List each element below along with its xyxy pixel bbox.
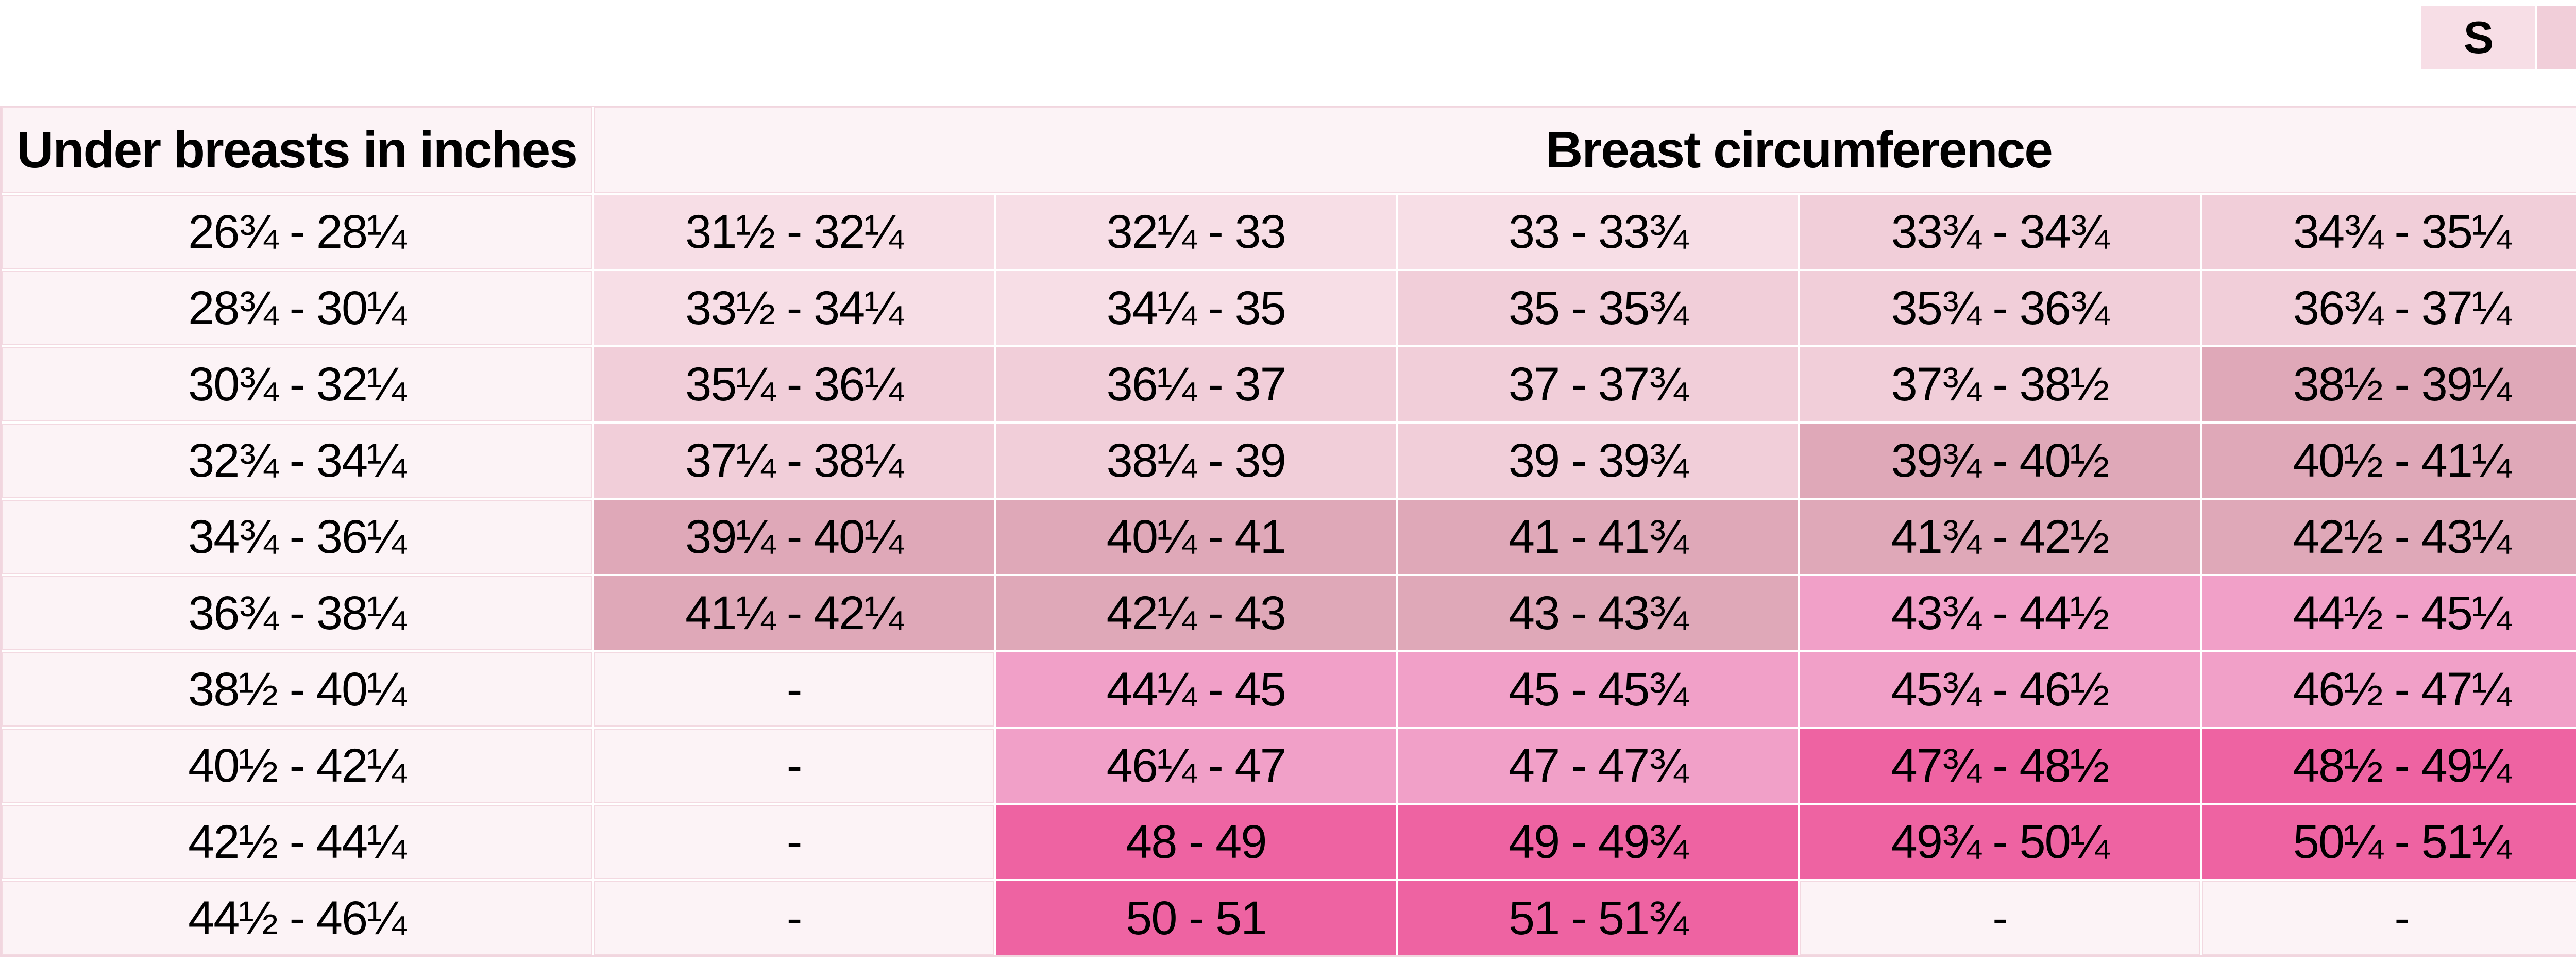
empty-cell: - bbox=[594, 881, 994, 955]
size-cell-m: 37 - 37¾ bbox=[1398, 347, 1798, 421]
size-chart-table: Under breasts in inches Breast circumfer… bbox=[0, 106, 2576, 957]
size-cell-m: 35¼ - 36¼ bbox=[594, 347, 994, 421]
size-cell-xxl: 50 - 51 bbox=[996, 881, 1396, 955]
size-cell-l: 41¾ - 42½ bbox=[1800, 500, 2200, 574]
size-cell-m: 33¾ - 34¾ bbox=[1800, 195, 2200, 269]
under-bust-cell: 34¾ - 36¼ bbox=[2, 500, 592, 574]
size-cell-xxl: 51 - 51¾ bbox=[1398, 881, 1798, 955]
size-cell-l: 41 - 41¾ bbox=[1398, 500, 1798, 574]
under-bust-cell: 28¾ - 30¼ bbox=[2, 271, 592, 345]
size-cell-l: 42½ - 43¼ bbox=[2201, 500, 2576, 574]
size-cell-s: 34¼ - 35 bbox=[996, 271, 1396, 345]
size-cell-m: 35¾ - 36¾ bbox=[1800, 271, 2200, 345]
size-cell-s: 31½ - 32¼ bbox=[594, 195, 994, 269]
size-cell-xl: 46½ - 47¼ bbox=[2201, 652, 2576, 727]
size-cell-xxl: 49¾ - 50¼ bbox=[1800, 805, 2200, 879]
size-cell-l: 40¼ - 41 bbox=[996, 500, 1396, 574]
size-cell-l: 39¾ - 40½ bbox=[1800, 424, 2200, 498]
under-bust-cell: 40½ - 42¼ bbox=[2, 729, 592, 803]
size-cell-m: 34¾ - 35¼ bbox=[2201, 195, 2576, 269]
size-cell-m: 37¼ - 38¼ bbox=[594, 424, 994, 498]
under-bust-cell: 38½ - 40¼ bbox=[2, 652, 592, 727]
size-cell-m: 38¼ - 39 bbox=[996, 424, 1396, 498]
under-bust-cell: 26¾ - 28¼ bbox=[2, 195, 592, 269]
legend-item-s: S bbox=[2421, 6, 2535, 69]
size-cell-xxl: 50¼ - 51¼ bbox=[2201, 805, 2576, 879]
size-cell-xl: 45¾ - 46½ bbox=[1800, 652, 2200, 727]
size-cell-m: 36¾ - 37¼ bbox=[2201, 271, 2576, 345]
legend-item-m: M bbox=[2537, 6, 2576, 69]
under-bust-cell: 32¾ - 34¼ bbox=[2, 424, 592, 498]
size-cell-xxl: 48 - 49 bbox=[996, 805, 1396, 879]
size-cell-m: 39 - 39¾ bbox=[1398, 424, 1798, 498]
size-cell-xl: 46¼ - 47 bbox=[996, 729, 1396, 803]
under-bust-cell: 42½ - 44¼ bbox=[2, 805, 592, 879]
size-cell-l: 42¼ - 43 bbox=[996, 576, 1396, 650]
under-bust-cell: 36¾ - 38¼ bbox=[2, 576, 592, 650]
breast-circumference-header: Breast circumference bbox=[594, 107, 2576, 193]
size-cell-xl: 43¾ - 44½ bbox=[1800, 576, 2200, 650]
empty-cell: - bbox=[2201, 881, 2576, 955]
size-cell-l: 38½ - 39¼ bbox=[2201, 347, 2576, 421]
under-breasts-header: Under breasts in inches bbox=[2, 107, 592, 193]
size-cell-l: 39¼ - 40¼ bbox=[594, 500, 994, 574]
size-cell-m: 35 - 35¾ bbox=[1398, 271, 1798, 345]
size-cell-xxl: 47¾ - 48½ bbox=[1800, 729, 2200, 803]
size-cell-l: 41¼ - 42¼ bbox=[594, 576, 994, 650]
size-cell-xxl: 49 - 49¾ bbox=[1398, 805, 1798, 879]
size-cell-xl: 45 - 45¾ bbox=[1398, 652, 1798, 727]
size-cell-m: 36¼ - 37 bbox=[996, 347, 1396, 421]
size-cell-xxl: 48½ - 49¼ bbox=[2201, 729, 2576, 803]
size-cell-xl: 44¼ - 45 bbox=[996, 652, 1396, 727]
under-bust-cell: 44½ - 46¼ bbox=[2, 881, 592, 955]
empty-cell: - bbox=[594, 805, 994, 879]
size-cell-l: 43 - 43¾ bbox=[1398, 576, 1798, 650]
size-legend: SMLXLXXL bbox=[2421, 6, 2576, 69]
empty-cell: - bbox=[594, 652, 994, 727]
empty-cell: - bbox=[1800, 881, 2200, 955]
size-cell-m: 37¾ - 38½ bbox=[1800, 347, 2200, 421]
size-cell-l: 40½ - 41¼ bbox=[2201, 424, 2576, 498]
empty-cell: - bbox=[594, 729, 994, 803]
size-cell-xl: 44½ - 45¼ bbox=[2201, 576, 2576, 650]
size-cell-xl: 47 - 47¾ bbox=[1398, 729, 1798, 803]
under-bust-cell: 30¾ - 32¼ bbox=[2, 347, 592, 421]
size-cell-s: 33 - 33¾ bbox=[1398, 195, 1798, 269]
size-cell-s: 33½ - 34¼ bbox=[594, 271, 994, 345]
size-cell-s: 32¼ - 33 bbox=[996, 195, 1396, 269]
